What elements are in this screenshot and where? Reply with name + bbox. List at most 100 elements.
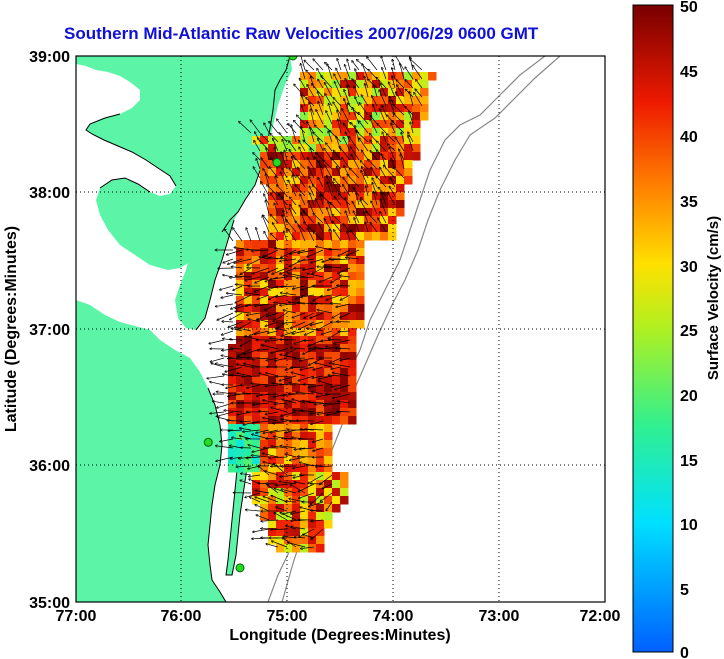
velocity-vector [225,366,243,372]
velocity-vector [229,446,243,449]
velocity-vector [382,68,387,80]
velocity-cell [244,352,253,361]
velocity-cell [292,200,301,209]
velocity-cell [348,416,357,425]
velocity-cell [276,184,285,193]
velocity-vector [236,466,252,467]
velocity-vector [289,383,306,386]
velocity-cell [260,400,269,409]
velocity-vector [294,537,306,538]
velocity-cell [284,528,293,537]
colorbar-tick-label: 10 [680,517,698,534]
velocity-cell [244,376,253,385]
velocity-cell [268,312,277,321]
velocity-vector [372,96,378,107]
velocity-vector [390,100,396,116]
velocity-cell [308,168,317,177]
velocity-cell [268,528,277,537]
velocity-vector [415,89,423,98]
velocity-vector [269,258,288,259]
velocity-cell [228,376,237,385]
velocity-cell [244,416,253,425]
velocity-cell [276,176,285,185]
velocity-cell [356,272,365,281]
velocity-vector [333,150,342,161]
velocity-vector [311,510,324,511]
velocity-vector [370,115,378,125]
velocity-vector [251,455,270,458]
velocity-cell [292,208,301,217]
velocity-cell [348,368,357,377]
velocity-cell [332,256,341,265]
velocity-vector [337,411,351,412]
velocity-vector [365,84,369,98]
velocity-vector [245,276,261,281]
velocity-cell [316,152,325,161]
y-axis: 39:00 38:00 37:00 36:00 35:00 Latitude (… [3,49,70,612]
velocity-vector [228,321,243,327]
velocity-vector [354,86,360,98]
velocity-cell [284,480,293,489]
velocity-cell [316,264,325,273]
velocity-vector [310,321,324,325]
velocity-vector [282,139,288,152]
velocity-vector [246,228,252,242]
velocity-vector [307,249,324,257]
velocity-cell [308,216,317,225]
velocity-vector [246,510,261,512]
velocity-cell [356,312,365,321]
velocity-cell [292,448,301,457]
velocity-cell [324,472,333,481]
velocity-vector [235,327,252,332]
velocity-cell [260,440,269,449]
velocity-vector [273,139,279,152]
velocity-vector [290,484,306,494]
velocity-cell [292,392,301,401]
velocity-cell [324,280,333,289]
velocity-cell [228,416,237,425]
velocity-cell [364,184,373,193]
velocity-cell [316,448,325,457]
velocity-cell [300,280,309,289]
velocity-vector [276,294,288,297]
velocity-vector [271,193,279,206]
velocity-cell [332,72,341,81]
velocity-vector [268,330,279,333]
velocity-vector [338,401,351,404]
velocity-cell [324,312,333,321]
velocity-vector [280,354,297,359]
velocity-cell [276,544,285,553]
velocity-cell [276,320,285,329]
velocity-vector [276,483,288,486]
velocity-cell [316,504,325,513]
velocity-cell [236,360,245,369]
velocity-vector [303,267,315,270]
velocity-vector [326,143,333,152]
velocity-cell [372,96,381,105]
velocity-vector [366,186,369,197]
velocity-vector [337,110,342,125]
velocity-cell [300,464,309,473]
velocity-cell [316,232,325,241]
velocity-vector [288,180,297,197]
velocity-cell [372,88,381,97]
velocity-vector [393,114,405,125]
velocity-vector [312,392,324,395]
colorbar-tick-label: 15 [680,453,698,470]
velocity-cell [356,112,365,121]
velocity-cell [244,336,253,345]
velocity-cell [380,96,389,105]
velocity-cell [284,432,293,441]
velocity-cell [228,352,237,361]
velocity-cell [308,288,317,297]
velocity-cell [380,224,389,233]
velocity-cell [228,360,237,369]
velocity-cell [332,400,341,409]
velocity-vector [300,357,315,361]
velocity-cell [308,224,317,233]
velocity-cell [316,144,325,153]
velocity-vector [313,366,324,370]
velocity-cell [316,176,325,185]
velocity-cell [268,168,277,177]
velocity-cell [268,456,277,465]
